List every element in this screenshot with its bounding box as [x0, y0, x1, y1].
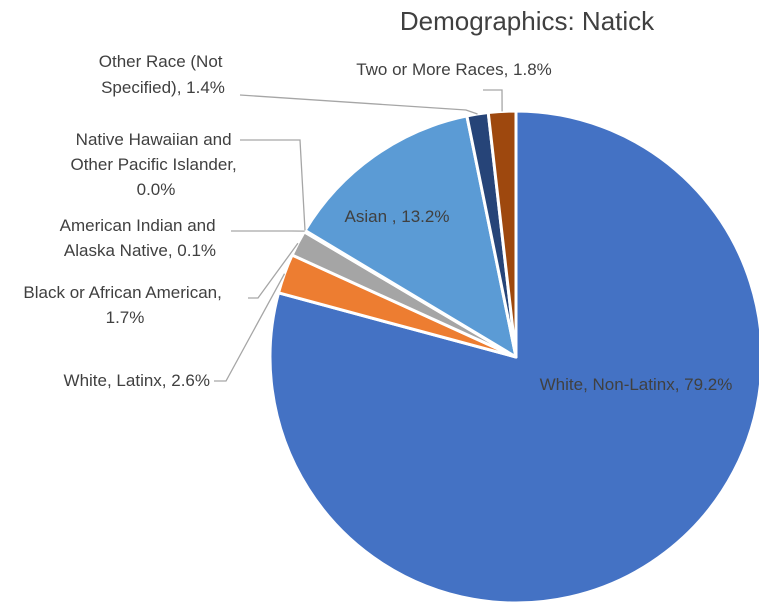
data-label-american-indian-alaska-native: American Indian and Alaska Native, 0.1%: [60, 216, 221, 260]
leader-line-native-hawaiian-and-other-pacific-islander: [240, 139, 306, 231]
data-label-asian: Asian , 13.2%: [345, 207, 450, 226]
pie-slice-asian: [303, 114, 518, 359]
data-label-black-or-african-american: Black or African American, 1.7%: [23, 283, 226, 327]
pie-slices: [268, 109, 759, 605]
leader-lines: [214, 89, 503, 382]
data-label-two-or-more-races: Two or More Races, 1.8%: [356, 60, 552, 79]
data-label-white-non-latinx: White, Non-Latinx, 79.2%: [540, 375, 733, 394]
leader-line-two-or-more-races: [483, 89, 503, 112]
data-label-other-race: Other Race (Not Specified), 1.4%: [99, 52, 228, 97]
leader-line-white-latinx: [214, 273, 286, 382]
leader-line-other-race-not-specified: [239, 94, 478, 115]
leader-line-black-or-african-american: [248, 242, 299, 299]
data-label-white-latinx: White, Latinx, 2.6%: [64, 371, 210, 390]
chart-title: Demographics: Natick: [400, 6, 655, 36]
data-label-native-hawaiian-pacific-islander: Native Hawaiian and Other Pacific Island…: [70, 130, 241, 199]
